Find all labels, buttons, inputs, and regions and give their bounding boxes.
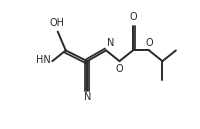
Text: N: N [107,38,114,48]
Text: O: O [116,64,123,74]
Text: O: O [129,12,137,22]
Text: HN: HN [36,55,50,66]
Text: O: O [145,38,153,48]
Text: OH: OH [50,18,65,28]
Text: N: N [84,92,91,102]
